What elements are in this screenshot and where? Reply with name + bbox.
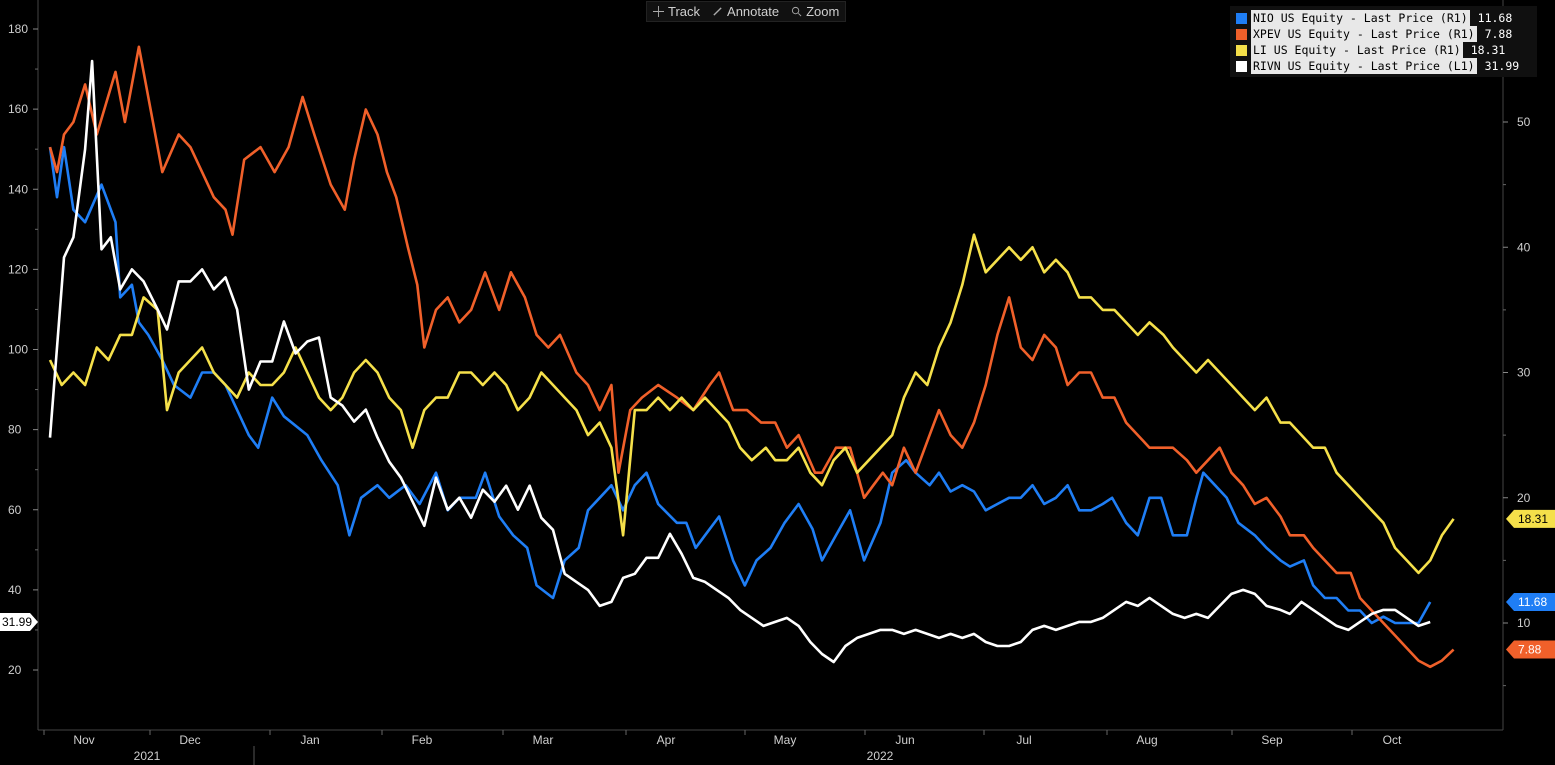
- right-tick-label: 30: [1517, 366, 1531, 380]
- right-tick-label: 20: [1517, 491, 1531, 505]
- legend-value: 18.31: [1470, 43, 1506, 57]
- x-tick-label: Nov: [73, 733, 94, 747]
- legend-value: 7.88: [1484, 27, 1513, 41]
- left-tick-label: 20: [8, 663, 22, 677]
- x-tick-label: Apr: [657, 733, 676, 747]
- legend-value: 31.99: [1484, 59, 1520, 73]
- year-label: 2022: [867, 749, 894, 763]
- x-tick-label: Feb: [412, 733, 433, 747]
- x-tick-label: May: [774, 733, 797, 747]
- legend-label: LI US Equity - Last Price (R1): [1251, 42, 1463, 58]
- legend-label: RIVN US Equity - Last Price (L1): [1251, 58, 1477, 74]
- right-tick-label: 50: [1517, 115, 1531, 129]
- series-line: [48, 233, 1455, 575]
- zoom-button[interactable]: Zoom: [785, 2, 845, 21]
- x-tick-label: Oct: [1383, 733, 1402, 747]
- chart-legend: NIO US Equity - Last Price (R1) 11.68 XP…: [1230, 6, 1537, 77]
- left-tick-label: 60: [8, 503, 22, 517]
- x-tick-label: Dec: [179, 733, 200, 747]
- track-button[interactable]: Track: [647, 2, 706, 21]
- pencil-icon: [713, 7, 722, 16]
- legend-label: NIO US Equity - Last Price (R1): [1251, 10, 1470, 26]
- last-value-tag: [1506, 592, 1555, 611]
- legend-item[interactable]: RIVN US Equity - Last Price (L1) 31.99: [1236, 58, 1531, 74]
- legend-swatch: [1236, 44, 1247, 56]
- series-line: [48, 45, 1455, 669]
- x-tick-label: Jan: [300, 733, 319, 747]
- legend-item[interactable]: LI US Equity - Last Price (R1) 18.31: [1236, 42, 1531, 58]
- series-line: [48, 59, 1431, 664]
- left-tick-label: 80: [8, 423, 22, 437]
- crosshair-icon: [653, 6, 664, 17]
- zoom-label: Zoom: [806, 4, 840, 19]
- x-tick-label: Mar: [533, 733, 554, 747]
- right-tick-label: 40: [1517, 240, 1531, 254]
- legend-swatch: [1236, 60, 1247, 72]
- last-value-tag: [0, 612, 38, 631]
- left-tick-label: 40: [8, 583, 22, 597]
- x-tick-label: Aug: [1136, 733, 1157, 747]
- left-tick-label: 100: [8, 343, 28, 357]
- legend-item[interactable]: NIO US Equity - Last Price (R1) 11.68: [1236, 10, 1531, 26]
- x-tick-label: Jun: [895, 733, 914, 747]
- last-value-label: 7.88: [1518, 643, 1542, 657]
- right-tick-label: 10: [1517, 616, 1531, 630]
- left-tick-label: 140: [8, 182, 28, 196]
- annotate-label: Annotate: [727, 4, 780, 19]
- last-value-label: 18.31: [1518, 512, 1548, 526]
- series-line: [48, 145, 1432, 625]
- chart-toolbar: Track Annotate Zoom: [646, 1, 847, 22]
- last-value-tag: [1506, 640, 1555, 659]
- legend-value: 11.68: [1477, 11, 1513, 25]
- left-tick-label: 160: [8, 102, 28, 116]
- left-tick-label: 120: [8, 262, 28, 276]
- last-value-label: 11.68: [1518, 595, 1547, 609]
- last-value-tag: [1506, 509, 1555, 528]
- magnifier-icon: [791, 6, 802, 17]
- track-label: Track: [668, 4, 701, 19]
- legend-label: XPEV US Equity - Last Price (R1): [1251, 26, 1477, 42]
- x-tick-label: Sep: [1261, 733, 1283, 747]
- year-label: 2021: [134, 749, 161, 763]
- legend-swatch: [1236, 28, 1247, 40]
- legend-swatch: [1236, 12, 1247, 24]
- left-tick-label: 180: [8, 22, 28, 36]
- annotate-button[interactable]: Annotate: [706, 2, 785, 21]
- last-value-label: 31.99: [2, 615, 32, 629]
- legend-item[interactable]: XPEV US Equity - Last Price (R1) 7.88: [1236, 26, 1531, 42]
- x-tick-label: Jul: [1016, 733, 1031, 747]
